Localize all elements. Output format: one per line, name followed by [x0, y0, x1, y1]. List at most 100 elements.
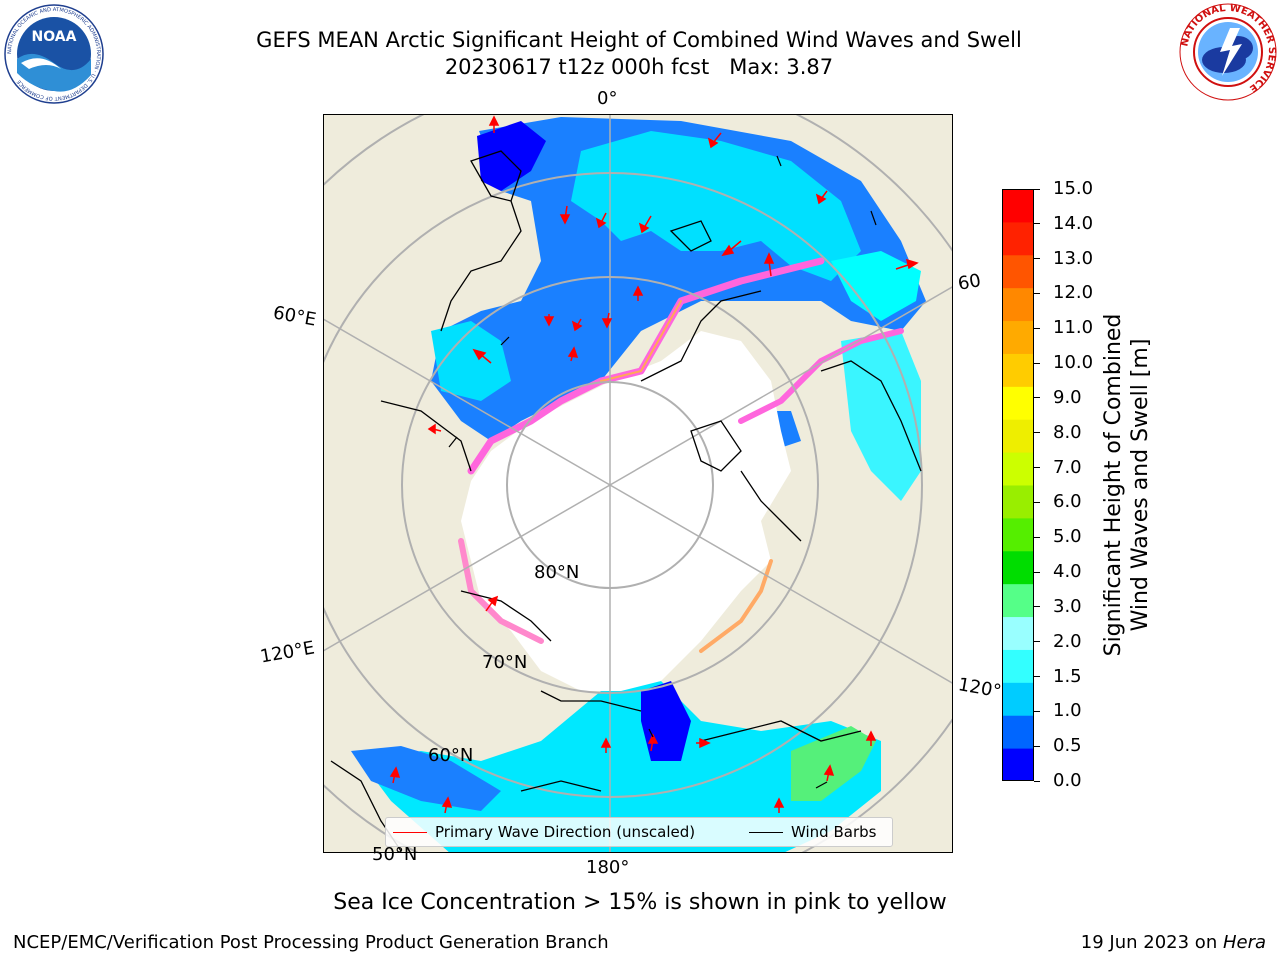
parallel-label-60n: 60°N: [428, 745, 474, 766]
colorbar-tick-mark: [1034, 501, 1040, 503]
colorbar-tick-mark: [1034, 432, 1040, 434]
colorbar-tick-label: 2.0: [1053, 630, 1082, 652]
nws-logo: NATIONAL WEATHER SERVICE: [1179, 3, 1277, 101]
coastlines: [330, 150, 922, 852]
colorbar-segment: [1002, 320, 1034, 354]
colorbar-tick-label: 7.0: [1053, 456, 1082, 478]
colorbar: [1002, 189, 1034, 781]
okhotsk-dark: [351, 746, 501, 811]
meridian-label-0: 0°: [597, 88, 618, 109]
colorbar-segment: [1002, 748, 1034, 781]
colorbar-tick-label: 15.0: [1053, 178, 1094, 199]
wave-arrows: [389, 115, 919, 814]
meridian-label-120w: 120°W: [956, 674, 1006, 703]
colorbar-tick-mark: [1034, 223, 1040, 225]
colorbar-tick-mark: [1034, 362, 1040, 364]
wave-field: [351, 117, 926, 852]
wind-barbs: [448, 155, 877, 789]
colorbar-tick-mark: [1034, 467, 1040, 469]
meridian-label-60e: 60°E: [271, 302, 318, 331]
parallel-label-70n: 70°N: [482, 652, 528, 673]
colorbar-tick-mark: [1034, 606, 1040, 608]
colorbar-tick-label: 3.0: [1053, 595, 1082, 617]
colorbar-tick-mark: [1034, 188, 1040, 190]
colorbar-tick-mark: [1034, 710, 1040, 712]
map-frame: [323, 114, 953, 853]
legend-wave-swatch: [393, 832, 427, 833]
colorbar-label: Significant Height of Combined Wind Wave…: [1100, 314, 1154, 657]
sea-ice-note: Sea Ice Concentration > 15% is shown in …: [333, 890, 947, 915]
colorbar-segment: [1002, 517, 1034, 552]
colorbar-segment: [1002, 254, 1034, 289]
colorbar-tick-label: 6.0: [1053, 491, 1082, 513]
map-legend: Primary Wave Direction (unscaled) Wind B…: [385, 817, 893, 847]
svg-text:NOAA: NOAA: [32, 29, 77, 45]
colorbar-tick-mark: [1034, 571, 1040, 573]
colorbar-tick-label: 9.0: [1053, 386, 1082, 408]
colorbar-tick-label: 0.0: [1053, 770, 1082, 791]
colorbar-tick-mark: [1034, 258, 1040, 260]
colorbar-segment: [1002, 616, 1034, 650]
legend-wave-direction: Primary Wave Direction (unscaled): [393, 823, 695, 841]
colorbar-segment: [1002, 221, 1034, 256]
footer-right: 19 Jun 2023 on Hera: [1081, 932, 1266, 953]
colorbar-tick-label: 14.0: [1053, 212, 1094, 234]
colorbar-tick-label: 13.0: [1053, 247, 1094, 269]
norwegian-sea-light: [571, 131, 861, 281]
meridians: [324, 115, 952, 852]
colorbar-tick-label: 12.0: [1053, 282, 1094, 304]
colorbar-segment: [1002, 452, 1034, 486]
gulf-alaska-green: [791, 726, 876, 801]
noaa-logo: NOAA NATIONAL OCEANIC AND ATMOSPHERIC AD…: [4, 4, 104, 104]
legend-wave-label: Primary Wave Direction (unscaled): [435, 823, 696, 841]
colorbar-tick-label: 0.5: [1053, 735, 1082, 757]
map-canvas: [324, 115, 952, 852]
colorbar-tick-label: 5.0: [1053, 526, 1082, 548]
colorbar-label-line1: Significant Height of Combined: [1101, 313, 1126, 657]
legend-wind-barbs: Wind Barbs: [749, 823, 876, 841]
legend-barb-label: Wind Barbs: [791, 823, 877, 841]
colorbar-label-line2: Wind Waves and Swell [m]: [1128, 338, 1153, 632]
footer-date: 19 Jun 2023 on: [1080, 932, 1223, 953]
colorbar-tick-mark: [1034, 536, 1040, 538]
colorbar-tick-label: 1.5: [1053, 665, 1082, 687]
colorbar-segment: [1002, 419, 1034, 453]
colorbar-tick-mark: [1034, 676, 1040, 678]
parallel-label-80n: 80°N: [534, 562, 580, 583]
colorbar-tick-label: 1.0: [1053, 700, 1082, 722]
colorbar-tick-label: 11.0: [1053, 317, 1094, 339]
chart-subtitle: 20230617 t12z 000h fcst Max: 3.87: [444, 55, 834, 79]
colorbar-segment: [1002, 287, 1034, 322]
bering-region: [361, 681, 881, 852]
baltic-region: [477, 121, 546, 191]
colorbar-segment: [1002, 583, 1034, 618]
sea-ice: [461, 331, 791, 691]
colorbar-tick-mark: [1034, 397, 1040, 399]
legend-barb-swatch: [749, 832, 783, 833]
colorbar-tick-label: 10.0: [1053, 352, 1094, 374]
chart-title: GEFS MEAN Arctic Significant Height of C…: [256, 28, 1022, 52]
colorbar-tick-label: 4.0: [1053, 561, 1082, 583]
parallel-label-50n: 50°N: [372, 844, 418, 865]
colorbar-segment: [1002, 189, 1034, 223]
colorbar-segment: [1002, 649, 1034, 683]
colorbar-tick-mark: [1034, 745, 1040, 747]
colorbar-segment: [1002, 550, 1034, 585]
colorbar-tick-mark: [1034, 780, 1040, 782]
meridian-label-120e: 120°E: [258, 637, 317, 668]
colorbar-frame: [1002, 189, 1034, 781]
meridian-label-60w: 60°W: [956, 270, 982, 295]
colorbar-segment: [1002, 715, 1034, 749]
barents-light: [431, 321, 511, 401]
colorbar-segment: [1002, 386, 1034, 420]
colorbar-segment: [1002, 485, 1034, 519]
colorbar-segment: [1002, 353, 1034, 387]
colorbar-segment: [1002, 682, 1034, 716]
ice-edge: [458, 257, 904, 653]
colorbar-tick-mark: [1034, 641, 1040, 643]
footer-host: Hera: [1222, 932, 1266, 953]
colorbar-tick-mark: [1034, 292, 1040, 294]
footer-left: NCEP/EMC/Verification Post Processing Pr…: [13, 932, 609, 953]
meridian-label-180: 180°: [586, 857, 630, 878]
colorbar-tick-mark: [1034, 327, 1040, 329]
